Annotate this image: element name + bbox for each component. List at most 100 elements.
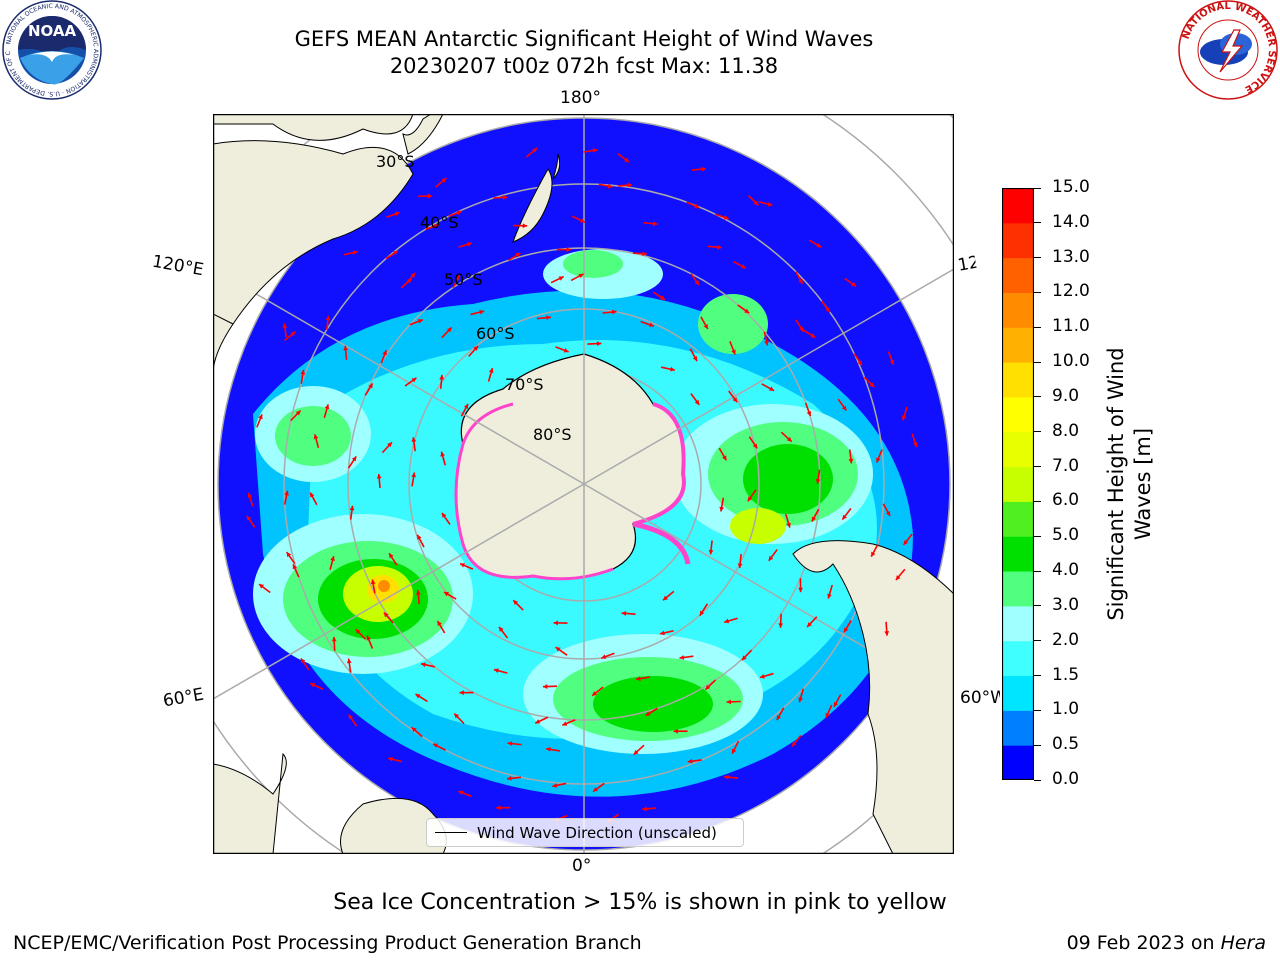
wave-direction-arrowhead — [433, 743, 439, 748]
wave-direction-arrowhead — [848, 458, 854, 464]
south-america-land — [792, 540, 954, 854]
wave-direction-arrowhead — [566, 247, 571, 253]
wave-direction-arrowhead — [443, 592, 449, 597]
wave-direction-arrowhead — [857, 360, 863, 366]
wave-direction-arrowhead — [383, 612, 389, 618]
colorbar-tick-label: 7.0 — [1052, 455, 1080, 476]
colorbar-tick-mark — [1034, 466, 1041, 468]
wave-direction-arrowhead — [731, 349, 736, 355]
wave-direction-arrowhead — [621, 611, 627, 616]
colorbar-segment — [1002, 571, 1034, 607]
wave-direction-arrowhead — [507, 741, 513, 747]
lon-label-top: 180° — [560, 88, 601, 108]
wave-direction-arrowhead — [286, 552, 292, 558]
wave-direction-arrowhead — [825, 307, 830, 313]
wave-direction-arrowhead — [467, 242, 473, 247]
wave-direction-arrowhead — [806, 411, 812, 417]
wave-direction-arrowhead — [642, 251, 647, 257]
colorbar-segment — [1002, 188, 1034, 224]
wave-direction-arrowhead — [913, 442, 918, 447]
wave-direction-arrowhead — [295, 410, 301, 416]
wave-direction-arrowhead — [767, 201, 773, 207]
wave-direction-arrowhead — [546, 747, 551, 752]
colorbar-segment — [1002, 745, 1034, 780]
new-zealand-land — [512, 168, 553, 243]
colorbar-tick-mark — [1034, 291, 1041, 293]
wave-direction-arrowhead — [555, 647, 561, 652]
lat-label-50: 50°S — [444, 270, 483, 289]
wave-direction-arrowhead — [502, 195, 508, 200]
wave-direction-arrowhead — [411, 437, 417, 442]
wave-direction-arrowhead — [346, 658, 352, 664]
wave-direction-arrowhead — [488, 368, 494, 374]
wave-direction-arrowhead — [895, 575, 901, 581]
wave-direction-arrowhead — [624, 157, 630, 163]
wave-direction-arrowhead — [737, 563, 743, 569]
wave-direction-arrowhead — [417, 319, 423, 324]
africa-land — [213, 752, 287, 854]
wave-direction-arrowhead — [753, 200, 759, 206]
colorbar-segment — [1002, 222, 1034, 259]
wave-direction-arrowhead — [388, 756, 394, 762]
wave-direction-arrowhead — [627, 182, 633, 188]
wave-direction-arrowhead — [786, 436, 792, 442]
wave-direction-arrowhead — [515, 252, 521, 258]
wave-direction-arrowhead — [811, 516, 817, 522]
wave-direction-arrowhead — [851, 281, 857, 287]
chart-title-line1: GEFS MEAN Antarctic Significant Height o… — [294, 27, 874, 51]
colorbar-tick-label: 1.5 — [1052, 664, 1080, 685]
colorbar-tick-label: 13.0 — [1052, 246, 1090, 267]
australia-land — [213, 114, 414, 141]
wave-direction-arrowhead — [791, 741, 797, 747]
colorbar-tick-mark — [1034, 326, 1041, 328]
wave-direction-arrowhead — [535, 719, 541, 724]
wave-direction-arrowhead — [246, 515, 252, 521]
lon-label-right-upper: 120°W — [956, 253, 978, 276]
wave-direction-arrowhead — [752, 443, 758, 449]
colorbar-tick-mark — [1034, 640, 1041, 642]
wave-direction-arrowhead — [421, 662, 426, 668]
wave-direction-arrowhead — [807, 622, 812, 627]
wave-direction-arrowhead — [552, 783, 558, 788]
colorbar-tick-label: 4.0 — [1052, 560, 1080, 581]
colorbar-tick-label: 0.0 — [1052, 769, 1080, 789]
wave-direction-arrowhead — [310, 492, 315, 498]
colorbar-segment — [1002, 501, 1034, 537]
wave-direction-arrowhead — [513, 600, 519, 605]
wave-direction-arrowhead — [493, 668, 499, 673]
colorbar-tick-label: 2.0 — [1052, 629, 1080, 650]
wave-direction-arrowhead — [247, 492, 253, 498]
colorbar-tick-label: 1.0 — [1052, 699, 1080, 720]
lon-label-left-upper: 120°E — [150, 251, 206, 281]
wave-direction-arrowhead — [473, 345, 479, 351]
wave-direction-arrowhead — [592, 148, 598, 153]
colorbar-tick-label: 8.0 — [1052, 420, 1080, 441]
wave-direction-arrowhead — [542, 684, 548, 689]
colorbar-tick-label: 0.5 — [1052, 734, 1080, 755]
wave-direction-arrowhead — [694, 203, 700, 209]
colorbar-tick-label: 12.0 — [1052, 281, 1090, 302]
wave-direction-arrowhead — [325, 315, 331, 321]
wave-direction-arrowhead — [633, 749, 639, 755]
wave-direction-arrowhead — [596, 341, 602, 347]
wave-direction-arrowhead — [460, 563, 466, 568]
wave-direction-arrowhead — [701, 166, 706, 172]
wave-direction-arrowhead — [768, 555, 774, 561]
wave-direction-arrowhead — [694, 399, 700, 405]
wave-direction-arrowhead — [726, 699, 732, 705]
wave-direction-arrowhead — [532, 148, 538, 153]
wave-direction-arrowhead — [593, 787, 598, 792]
wave-direction-arrowhead — [499, 626, 504, 632]
wave-direction-arrowhead — [352, 250, 358, 255]
wave-direction-arrowhead — [351, 456, 357, 462]
wave-direction-arrowhead — [546, 315, 551, 320]
wave-direction-arrowhead — [387, 442, 392, 448]
wave-direction-arrowhead — [463, 403, 469, 409]
wave-direction-arrowhead — [313, 434, 319, 440]
wave-direction-arrowhead — [719, 506, 725, 512]
wave-direction-arrowhead — [642, 806, 647, 812]
wave-direction-arrowhead — [659, 630, 665, 636]
colorbar-tick-mark — [1034, 709, 1041, 711]
colorbar-tick-label: 5.0 — [1052, 525, 1080, 546]
wave-direction-arrowhead — [815, 478, 821, 484]
